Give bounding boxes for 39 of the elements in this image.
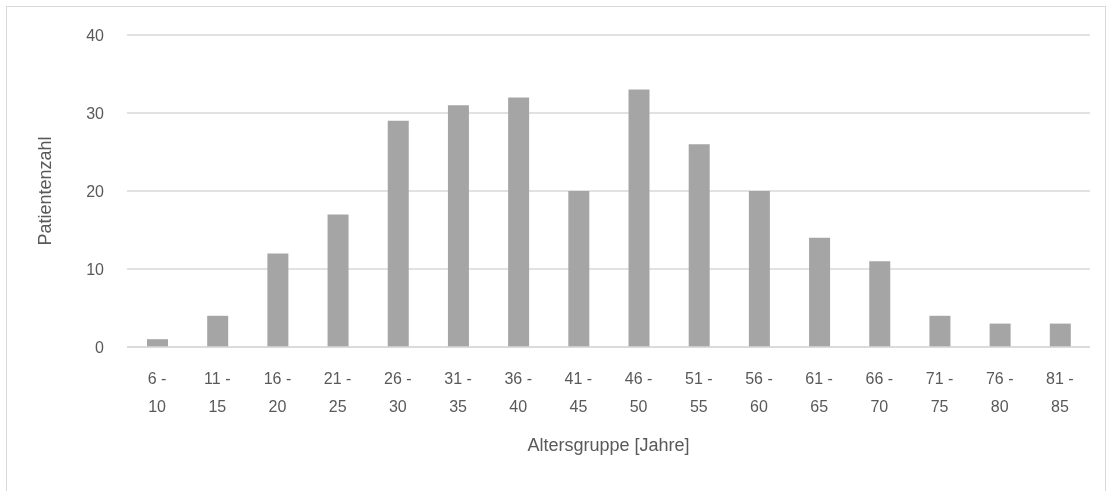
bar — [628, 89, 650, 347]
x-tick-label: 61 - 65 — [805, 370, 833, 415]
x-tick-label: 56 - 60 — [745, 370, 773, 415]
x-tick-label: 26 - 30 — [384, 370, 412, 415]
x-tick-label: 51 - 55 — [684, 370, 713, 415]
x-tick-label: 21 - 25 — [323, 370, 352, 415]
x-tick-label: 71 - 75 — [925, 370, 954, 415]
bar — [387, 120, 409, 347]
bar — [267, 253, 289, 347]
bar — [508, 97, 530, 347]
x-tick-label: 66 - 70 — [865, 370, 894, 415]
x-tick-label: 36 - 40 — [504, 370, 533, 415]
x-tick-label: 76 - 80 — [985, 370, 1014, 415]
y-tick-label: 30 — [86, 104, 105, 122]
bar — [929, 315, 951, 347]
bar — [147, 339, 168, 347]
x-tick-label: 81 - 85 — [1046, 370, 1074, 415]
bar — [207, 315, 229, 347]
y-tick-label: 40 — [86, 26, 105, 44]
x-tick-label: 41 - 45 — [564, 370, 593, 415]
y-tick-label: 20 — [86, 182, 105, 200]
bar — [748, 191, 770, 347]
x-tick-label: 16 - 20 — [263, 370, 292, 415]
bar — [327, 214, 349, 347]
bar — [809, 237, 831, 347]
x-axis-title: Altersgruppe [Jahre] — [527, 435, 690, 455]
bar — [989, 323, 1011, 347]
bar — [1049, 323, 1071, 347]
y-axis-title: Patientenzahl — [35, 136, 56, 246]
bar — [447, 105, 469, 347]
x-tick-label: 31 - 35 — [444, 370, 472, 415]
x-tick-label: 46 - 50 — [624, 370, 653, 415]
x-tick-label: 6 - 10 — [147, 370, 167, 415]
y-tick-label: 10 — [86, 260, 105, 278]
bar — [869, 261, 891, 347]
y-tick-label: 0 — [95, 338, 105, 356]
bar — [568, 191, 590, 347]
x-tick-label: 11 - 15 — [204, 370, 231, 415]
bar — [688, 144, 710, 347]
